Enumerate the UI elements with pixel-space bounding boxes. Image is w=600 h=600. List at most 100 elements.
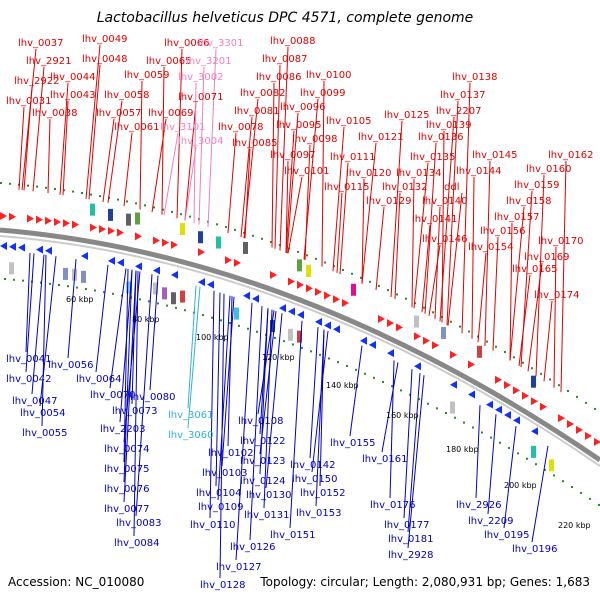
reverse-gene-label[interactable]: lhv_0123 xyxy=(240,456,285,467)
forward-gene-label[interactable]: lhv_0082 xyxy=(240,88,285,99)
forward-gene-label[interactable]: lhv_0059 xyxy=(124,70,169,81)
reverse-gene-label[interactable]: lhv_0055 xyxy=(22,428,67,439)
forward-gene-label[interactable]: lhv_0049 xyxy=(82,34,127,45)
forward-gene-label[interactable]: lhv_0037 xyxy=(18,38,63,49)
forward-gene-label[interactable]: lhv_0085 xyxy=(232,138,277,149)
forward-gene-label[interactable]: lhv_0096 xyxy=(280,102,325,113)
reverse-gene-label[interactable]: lhv_3060 xyxy=(168,430,213,441)
forward-gene-label[interactable]: lhv_0097 xyxy=(270,150,315,161)
reverse-gene-label[interactable]: lhv_0056 xyxy=(48,360,93,371)
forward-gene-label[interactable]: lhv_0115 xyxy=(324,182,369,193)
forward-gene-label[interactable]: lhv_0134 xyxy=(396,168,441,179)
forward-gene-label[interactable]: lhv_0066 xyxy=(164,38,209,49)
forward-gene-label[interactable]: lhv_3301 xyxy=(198,38,243,49)
forward-gene-label[interactable]: lhv_0121 xyxy=(358,132,403,143)
forward-gene-label[interactable]: lhv_0031 xyxy=(6,96,51,107)
forward-gene-label[interactable]: lhv_0100 xyxy=(306,70,351,81)
forward-gene-label[interactable]: lhv_0139 xyxy=(426,120,471,131)
reverse-gene-label[interactable]: lhv_0103 xyxy=(202,468,247,479)
forward-gene-label[interactable]: lhv_0157 xyxy=(494,212,539,223)
reverse-gene-label[interactable]: lhv_0073 xyxy=(112,406,157,417)
reverse-gene-label[interactable]: lhv_0102 xyxy=(208,448,253,459)
forward-gene-label[interactable]: lhv_2921 xyxy=(26,56,71,67)
reverse-gene-label[interactable]: lhv_0104 xyxy=(196,488,241,499)
forward-gene-label[interactable]: lhv_0044 xyxy=(50,72,95,83)
forward-gene-label[interactable]: lhv_0138 xyxy=(452,72,497,83)
reverse-gene-label[interactable]: lhv_0047 xyxy=(12,396,57,407)
forward-gene-label[interactable]: lhv_3201 xyxy=(186,56,231,67)
forward-gene-label[interactable]: lhv_0111 xyxy=(330,152,375,163)
forward-gene-label[interactable]: lhv_0057 xyxy=(96,108,141,119)
forward-gene-label[interactable]: lhv_0174 xyxy=(534,290,579,301)
reverse-gene-label[interactable]: lhv_0042 xyxy=(6,374,51,385)
reverse-gene-label[interactable]: lhv_2203 xyxy=(100,424,145,435)
forward-gene-label[interactable]: lhv_0135 xyxy=(410,152,455,163)
reverse-gene-label[interactable]: lhv_0153 xyxy=(296,508,341,519)
reverse-gene-label[interactable]: lhv_0109 xyxy=(198,502,243,513)
reverse-gene-label[interactable]: lhv_0131 xyxy=(244,510,289,521)
reverse-gene-label[interactable]: lhv_0080 xyxy=(130,392,175,403)
reverse-gene-label[interactable]: lhv_0083 xyxy=(116,518,161,529)
forward-gene-label[interactable]: lhv_0065 xyxy=(146,56,191,67)
forward-gene-label[interactable]: lhv_0140 xyxy=(422,196,467,207)
forward-gene-label[interactable]: lhv_0088 xyxy=(270,36,315,47)
forward-gene-label[interactable]: lhv_0061 xyxy=(114,122,159,133)
reverse-gene-label[interactable]: lhv_0122 xyxy=(240,436,285,447)
reverse-gene-label[interactable]: lhv_0130 xyxy=(246,490,291,501)
forward-gene-label[interactable]: lhv_0132 xyxy=(382,182,427,193)
forward-gene-label[interactable]: lhv_0136 xyxy=(418,132,463,143)
reverse-gene-label[interactable]: lhv_0084 xyxy=(114,538,159,549)
forward-gene-label[interactable]: lhv_0165 xyxy=(512,264,557,275)
reverse-gene-label[interactable]: lhv_0041 xyxy=(6,354,51,365)
forward-gene-label[interactable]: lhv_0098 xyxy=(292,134,337,145)
reverse-gene-label[interactable]: lhv_0152 xyxy=(300,488,345,499)
reverse-gene-label[interactable]: lhv_2209 xyxy=(468,516,513,527)
forward-gene-label[interactable]: lhv_0169 xyxy=(524,252,569,263)
forward-gene-label[interactable]: lhv_0160 xyxy=(526,164,571,175)
reverse-gene-label[interactable]: lhv_0110 xyxy=(190,520,235,531)
forward-gene-label[interactable]: lhv_2207 xyxy=(436,106,481,117)
reverse-gene-label[interactable]: lhv_0151 xyxy=(270,530,315,541)
forward-gene-label[interactable]: lhv_0141 xyxy=(412,214,457,225)
forward-gene-label[interactable]: lhv_0101 xyxy=(284,166,329,177)
reverse-gene-label[interactable]: lhv_0196 xyxy=(512,544,557,555)
forward-gene-label[interactable]: lhv_0170 xyxy=(538,236,583,247)
forward-gene-label[interactable]: lhv_0158 xyxy=(506,196,551,207)
reverse-gene-label[interactable]: lhv_0064 xyxy=(76,374,121,385)
forward-gene-label[interactable]: lhv_0129 xyxy=(366,196,411,207)
forward-gene-label[interactable]: lhv_0081 xyxy=(234,106,279,117)
forward-gene-label[interactable]: lhv_0099 xyxy=(300,88,345,99)
reverse-gene-label[interactable]: lhv_0070 xyxy=(90,390,135,401)
reverse-gene-label[interactable]: lhv_0076 xyxy=(104,484,149,495)
reverse-gene-label[interactable]: lhv_0155 xyxy=(330,438,375,449)
reverse-gene-label[interactable]: lhv_0195 xyxy=(484,530,529,541)
forward-gene-label[interactable]: lhv_0144 xyxy=(456,166,501,177)
forward-gene-label[interactable]: lhv_0048 xyxy=(82,54,127,65)
forward-gene-label[interactable]: lhv_0095 xyxy=(276,120,321,131)
forward-gene-label[interactable]: lhv_0159 xyxy=(514,180,559,191)
forward-gene-label[interactable]: lhv_0078 xyxy=(218,122,263,133)
forward-gene-label[interactable]: lhv_0043 xyxy=(50,90,95,101)
reverse-gene-label[interactable]: lhv_0077 xyxy=(104,504,149,515)
reverse-gene-label[interactable]: lhv_0108 xyxy=(238,416,283,427)
forward-gene-label[interactable]: lhv_0038 xyxy=(32,108,77,119)
reverse-gene-label[interactable]: lhv_0054 xyxy=(20,408,65,419)
forward-gene-label[interactable]: lhv_2922 xyxy=(14,76,59,87)
forward-gene-label[interactable]: lhv_0146 xyxy=(422,234,467,245)
forward-gene-label[interactable]: lhv_0086 xyxy=(256,72,301,83)
forward-gene-label[interactable]: lhv_0058 xyxy=(104,90,149,101)
reverse-gene-label[interactable]: lhv_0176 xyxy=(370,500,415,511)
forward-gene-label[interactable]: ddl xyxy=(444,182,459,193)
reverse-gene-label[interactable]: lhv_2926 xyxy=(456,500,501,511)
forward-gene-label[interactable]: lhv_0145 xyxy=(472,150,517,161)
reverse-gene-label[interactable]: lhv_2928 xyxy=(388,550,433,561)
reverse-gene-label[interactable]: lhv_3061 xyxy=(168,410,213,421)
reverse-gene-label[interactable]: lhv_0142 xyxy=(290,460,335,471)
reverse-gene-label[interactable]: lhv_0127 xyxy=(216,562,261,573)
reverse-gene-label[interactable]: lhv_0124 xyxy=(240,476,285,487)
forward-gene-label[interactable]: lhv_0154 xyxy=(468,242,513,253)
forward-gene-label[interactable]: lhv_3002 xyxy=(178,72,223,83)
reverse-gene-label[interactable]: lhv_0150 xyxy=(292,474,337,485)
reverse-gene-label[interactable]: lhv_0126 xyxy=(230,542,275,553)
reverse-gene-label[interactable]: lhv_0181 xyxy=(388,534,433,545)
